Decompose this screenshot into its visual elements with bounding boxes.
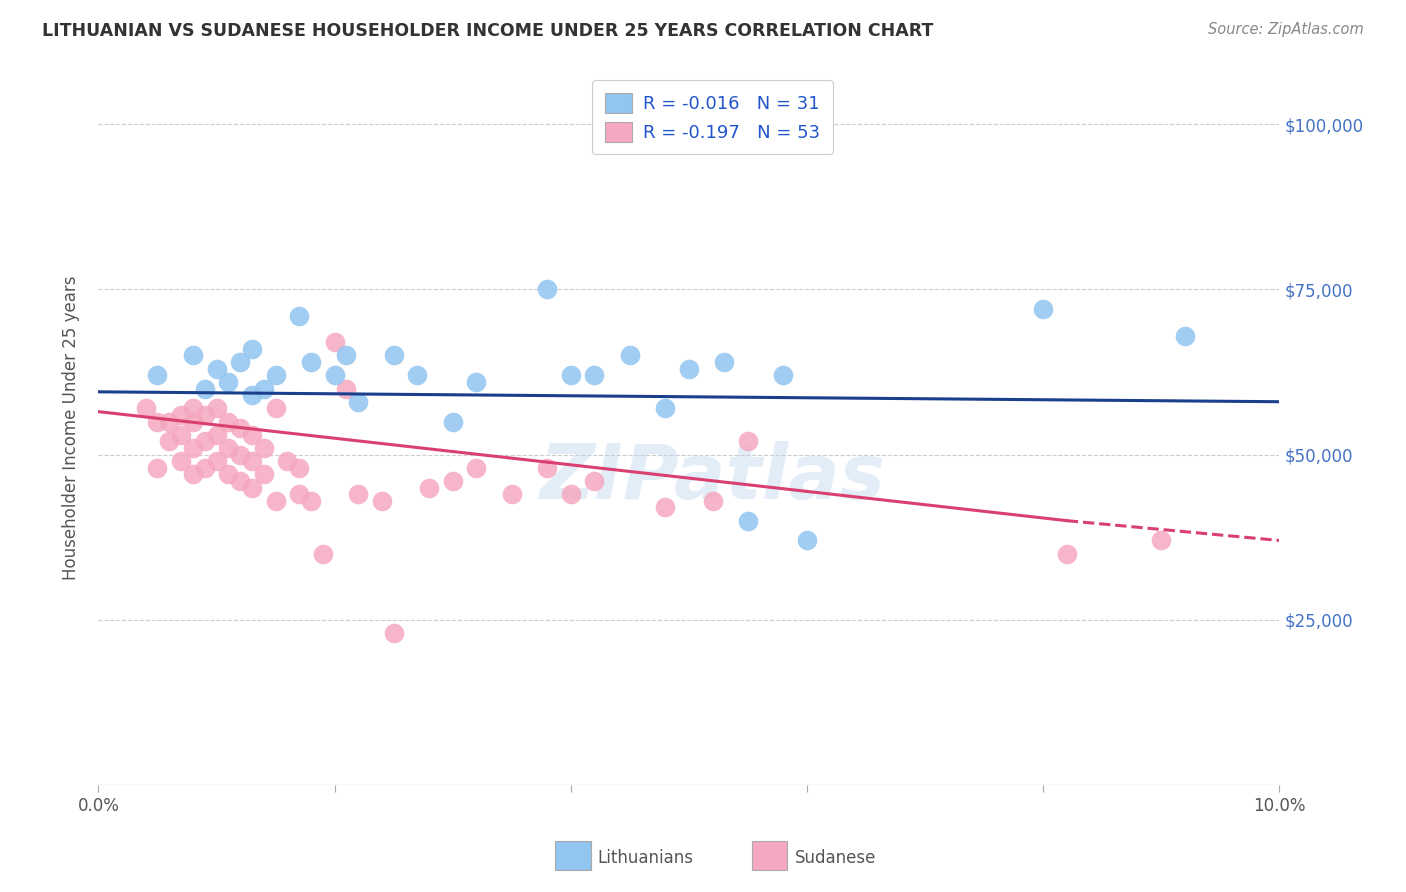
Text: ZIPatlas: ZIPatlas — [540, 442, 886, 515]
Point — [181, 441, 204, 455]
Point — [146, 368, 169, 383]
Point — [536, 460, 558, 475]
Point — [253, 382, 276, 396]
Point — [406, 368, 429, 383]
Point — [181, 415, 204, 429]
Point — [654, 500, 676, 515]
Point — [205, 401, 228, 416]
Point — [229, 421, 252, 435]
Point — [229, 355, 252, 369]
Point — [382, 349, 405, 363]
Point — [217, 467, 239, 482]
Point — [772, 368, 794, 383]
Point — [276, 454, 298, 468]
Point — [702, 493, 724, 508]
Point — [170, 408, 193, 422]
Point — [157, 415, 180, 429]
Text: Sudanese: Sudanese — [794, 849, 876, 867]
Point — [253, 441, 276, 455]
Point — [347, 394, 370, 409]
Point — [181, 401, 204, 416]
Point — [157, 434, 180, 449]
Point — [205, 361, 228, 376]
Point — [560, 368, 582, 383]
Point — [560, 487, 582, 501]
Point — [217, 375, 239, 389]
Point — [240, 388, 263, 402]
Point — [194, 460, 217, 475]
Point — [264, 401, 287, 416]
Point — [299, 355, 322, 369]
Point — [737, 434, 759, 449]
Point — [288, 487, 311, 501]
Point — [194, 382, 217, 396]
Point — [465, 375, 488, 389]
Point — [240, 481, 263, 495]
Point — [264, 368, 287, 383]
Point — [371, 493, 394, 508]
Point — [229, 448, 252, 462]
Point — [323, 335, 346, 350]
Point — [796, 533, 818, 548]
Point — [1174, 328, 1197, 343]
Point — [194, 408, 217, 422]
Point — [194, 434, 217, 449]
Point — [240, 342, 263, 356]
Point — [418, 481, 440, 495]
Point — [737, 514, 759, 528]
Text: Source: ZipAtlas.com: Source: ZipAtlas.com — [1208, 22, 1364, 37]
Point — [229, 474, 252, 488]
Point — [501, 487, 523, 501]
Point — [240, 427, 263, 442]
Point — [713, 355, 735, 369]
Point — [335, 382, 357, 396]
Point — [619, 349, 641, 363]
Point — [205, 454, 228, 468]
Point — [654, 401, 676, 416]
Point — [288, 309, 311, 323]
Point — [441, 415, 464, 429]
Point — [299, 493, 322, 508]
Point — [146, 460, 169, 475]
Point — [146, 415, 169, 429]
Point — [678, 361, 700, 376]
Point — [181, 349, 204, 363]
Point — [347, 487, 370, 501]
Point — [288, 460, 311, 475]
Point — [170, 454, 193, 468]
Point — [465, 460, 488, 475]
Y-axis label: Householder Income Under 25 years: Householder Income Under 25 years — [62, 276, 80, 581]
Point — [1150, 533, 1173, 548]
Point — [170, 427, 193, 442]
Point — [536, 282, 558, 296]
Text: LITHUANIAN VS SUDANESE HOUSEHOLDER INCOME UNDER 25 YEARS CORRELATION CHART: LITHUANIAN VS SUDANESE HOUSEHOLDER INCOM… — [42, 22, 934, 40]
Point — [312, 547, 335, 561]
Point — [583, 474, 606, 488]
Point — [1032, 302, 1054, 317]
Point — [253, 467, 276, 482]
Point — [382, 626, 405, 640]
Point — [335, 349, 357, 363]
Point — [441, 474, 464, 488]
Point — [205, 427, 228, 442]
Text: Lithuanians: Lithuanians — [598, 849, 693, 867]
Point — [181, 467, 204, 482]
Point — [583, 368, 606, 383]
Point — [323, 368, 346, 383]
Point — [240, 454, 263, 468]
Point — [217, 441, 239, 455]
Point — [217, 415, 239, 429]
Point — [1056, 547, 1078, 561]
Legend: R = -0.016   N = 31, R = -0.197   N = 53: R = -0.016 N = 31, R = -0.197 N = 53 — [592, 80, 832, 154]
Point — [135, 401, 157, 416]
Point — [264, 493, 287, 508]
